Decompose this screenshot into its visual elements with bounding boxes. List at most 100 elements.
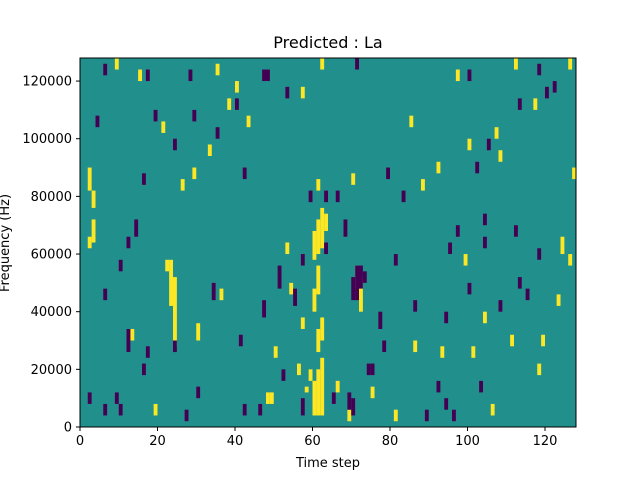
heatmap-cell-high	[316, 369, 321, 416]
y-tick-label: 120000	[22, 75, 72, 90]
y-tick-label: 0	[64, 421, 72, 436]
heatmap-cell-low	[153, 109, 158, 122]
x-tick-label: 100	[455, 434, 480, 449]
heatmap-cell-low	[498, 300, 503, 312]
x-tick-label: 120	[533, 434, 558, 449]
chart-title: Predicted : La	[273, 33, 382, 52]
heatmap-cell-low	[242, 167, 247, 180]
x-tick-label: 20	[149, 434, 166, 449]
heatmap-cell-high	[219, 288, 224, 301]
heatmap-cell-low	[184, 409, 189, 422]
y-tick-label: 100000	[22, 132, 72, 147]
heatmap-cell-low	[331, 392, 336, 404]
heatmap-cell-low	[134, 219, 139, 237]
y-axis-label: Frequency (Hz)	[0, 194, 13, 292]
heatmap-cell-high	[494, 127, 499, 139]
heatmap-cell-low	[285, 86, 290, 99]
heatmap-cell-low	[444, 311, 449, 324]
heatmap-cell-low	[211, 282, 216, 301]
x-tick-label: 60	[304, 434, 321, 449]
heatmap-cell-high	[533, 98, 538, 110]
heatmap-cell-low	[351, 277, 356, 301]
heatmap-cell-high	[537, 363, 542, 376]
heatmap-cell-low	[188, 69, 193, 82]
heatmap-cell-high	[246, 115, 251, 128]
heatmap-cell-high	[312, 380, 317, 416]
heatmap-cell-high	[510, 334, 514, 347]
heatmap-cell-low	[483, 236, 487, 249]
heatmap-cell-high	[308, 369, 313, 381]
heatmap-cell-high	[556, 294, 561, 306]
x-axis: 0 20 40 60 80 100 120	[76, 427, 558, 449]
heatmap-cell-low	[355, 58, 359, 70]
heatmap-cell-low	[537, 248, 542, 260]
heatmap-cell-high	[114, 58, 119, 70]
heatmap-cell-high	[138, 69, 142, 82]
heatmap-cell-high	[169, 259, 173, 306]
heatmap-cell-low	[145, 346, 150, 358]
heatmap-cell-low	[142, 173, 146, 185]
heatmap-cell-high	[165, 259, 170, 272]
heatmap-cell-high	[320, 58, 325, 70]
heatmap-cell-low	[196, 386, 201, 399]
x-axis-label: Time step	[295, 456, 360, 471]
heatmap-cell-low	[382, 340, 387, 353]
heatmap-cell-high	[409, 115, 414, 128]
heatmap-cell-high	[393, 409, 398, 422]
heatmap-cell-low	[103, 288, 108, 301]
heatmap-cell-high	[312, 230, 317, 260]
heatmap-cell-low	[300, 398, 305, 416]
heatmap-cell-high	[335, 380, 340, 393]
heatmap-cell-high	[289, 282, 294, 295]
heatmap-cell-high	[180, 179, 185, 191]
heatmap-cell-high	[153, 403, 158, 416]
heatmap-cell-high	[359, 277, 363, 312]
y-tick-label: 20000	[31, 363, 72, 378]
heatmap-cell-high	[463, 254, 468, 266]
heatmap-cell-low	[215, 127, 220, 139]
heatmap-cell-low	[281, 369, 286, 381]
heatmap-cell-high	[572, 167, 576, 180]
heatmap-cell-high	[285, 242, 290, 255]
heatmap-cell-high	[370, 386, 375, 399]
heatmap-cell-high	[421, 179, 425, 191]
heatmap-cell-high	[300, 86, 305, 99]
heatmap-cell-high	[87, 167, 92, 191]
heatmap-cell-high	[490, 403, 495, 416]
heatmap-cell-low	[362, 271, 367, 283]
heatmap-cell-low	[378, 311, 383, 329]
heatmap-cell-low	[366, 363, 371, 376]
heatmap-cell-low	[517, 277, 522, 289]
heatmap-cell-high	[316, 179, 321, 191]
heatmap-cell-low	[413, 300, 418, 312]
heatmap-cell-low	[103, 63, 108, 76]
heatmap-cell-high	[320, 357, 325, 416]
heatmap-cell-low	[126, 328, 131, 353]
heatmap-cell-high	[227, 98, 232, 110]
plot-area	[80, 58, 576, 427]
heatmap-cell-high	[347, 409, 352, 422]
y-tick-label: 40000	[31, 305, 72, 320]
heatmap-cell-high	[351, 173, 356, 185]
heatmap-cell-high	[266, 392, 270, 404]
heatmap-cell-low	[142, 363, 146, 376]
heatmap-cell-low	[355, 265, 359, 301]
heatmap-cell-low	[370, 363, 375, 376]
heatmap-cell-low	[173, 138, 177, 151]
x-tick-label: 0	[76, 434, 84, 449]
heatmap-cell-low	[486, 138, 491, 151]
heatmap-cell-high	[269, 392, 274, 404]
heatmap-cell-high	[215, 63, 220, 76]
heatmap-cell-high	[87, 236, 92, 249]
heatmap-cell-low	[258, 403, 263, 416]
heatmap-cell-high	[316, 219, 321, 255]
heatmap-cell-low	[95, 115, 100, 128]
heatmap-cell-low	[145, 69, 150, 82]
heatmap-cell-low	[452, 409, 456, 422]
heatmap-cell-low	[118, 403, 123, 416]
heatmap-cell-low	[475, 161, 480, 174]
heatmap-cell-low	[308, 190, 313, 203]
heatmap-cell-high	[514, 58, 518, 70]
heatmap-cell-low	[455, 225, 460, 237]
